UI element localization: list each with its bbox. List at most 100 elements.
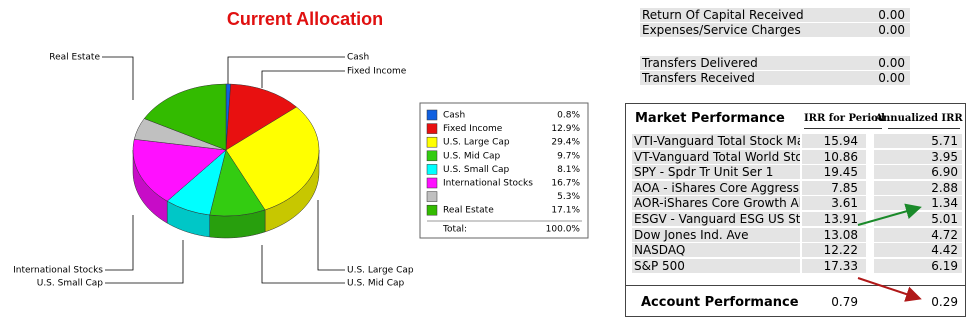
legend-total: 100.0% (546, 225, 581, 235)
row-bg (874, 258, 962, 273)
pie-slice (225, 83, 297, 151)
row-name: VT-Vanguard Total World Stoc (634, 149, 800, 164)
row-annual: 5.71 (931, 134, 958, 148)
row-annual: 3.95 (931, 149, 958, 164)
summary-bg (640, 56, 910, 70)
legend-swatch (426, 164, 438, 175)
legend-label: Cash (443, 111, 465, 121)
row-name: S&P 500 (634, 258, 685, 273)
legend-value: 29.4% (551, 138, 580, 148)
row-name: AOA - iShares Core Aggressive (634, 180, 800, 195)
legend-swatch (426, 109, 438, 121)
legend-swatch (426, 177, 438, 189)
summary-label: Transfers Delivered (642, 56, 758, 70)
pie-label: International Stocks (13, 266, 103, 276)
callout-line (105, 215, 134, 271)
callout-line (261, 245, 345, 284)
legend-value: 5.3% (557, 192, 580, 202)
row-bg (874, 149, 962, 164)
row-bg (802, 180, 866, 195)
row-bg (874, 180, 962, 195)
row-irr: 15.94 (823, 134, 858, 148)
row-name: NASDAQ (634, 243, 686, 258)
row-bg (632, 243, 800, 258)
legend-label: U.S. Small Cap (443, 165, 510, 175)
row-irr: 10.86 (823, 149, 858, 164)
market-table: Market Performance IRR for Period Annualiz… (625, 103, 966, 317)
legend-label: Fixed Income (443, 124, 503, 134)
legend-value: 17.1% (551, 206, 580, 216)
row-bg (802, 149, 866, 164)
row-annual: 6.90 (931, 165, 958, 180)
row-bg (632, 149, 800, 164)
row-bg (632, 134, 800, 148)
row-bg (874, 134, 962, 148)
market-rule (804, 128, 882, 129)
market-rule (888, 128, 960, 129)
legend-total-label: Total: (442, 225, 467, 235)
row-bg (632, 180, 800, 195)
legend-label: U.S. Large Cap (443, 138, 510, 148)
row-bg (802, 134, 866, 148)
row-annual: 2.88 (931, 180, 958, 195)
row-bg (632, 212, 800, 226)
market-title: Market Performance (635, 111, 785, 126)
pie-label: Fixed Income (347, 67, 407, 77)
row-bg (874, 165, 962, 180)
summary-bg (640, 23, 910, 37)
pie-label: U.S. Small Cap (37, 279, 104, 289)
callout-line (102, 56, 134, 100)
pie-label: Cash (347, 53, 369, 63)
pie-label: U.S. Mid Cap (347, 279, 405, 289)
row-annual: 4.42 (931, 243, 958, 258)
row-irr: 13.08 (823, 227, 858, 242)
pie-slice (132, 138, 227, 202)
row-name: ESGV - Vanguard ESG US Stoc (634, 212, 800, 226)
row-irr: 12.22 (823, 243, 858, 258)
summary-value: 0.00 (878, 23, 905, 37)
row-annual: 1.34 (931, 196, 958, 211)
row-bg (802, 212, 866, 226)
chart: Current Allocation Cash Fixed Income U.S. … (13, 9, 589, 289)
callout-line (317, 200, 345, 271)
row-bg (632, 196, 800, 211)
legend-value: 16.7% (551, 179, 580, 189)
legend-box (419, 102, 589, 239)
legend-label: U.S. Mid Cap (443, 151, 501, 161)
legend-label: Real Estate (443, 206, 494, 216)
row-irr: 7.85 (831, 180, 858, 195)
row-irr: 13.91 (823, 212, 858, 226)
pie-label: U.S. Large Cap (347, 266, 414, 276)
summary-value: 0.00 (878, 8, 905, 22)
account-rule (626, 285, 965, 286)
legend-swatch (426, 123, 438, 134)
pie-label: Real Estate (49, 53, 100, 63)
row-annual: 5.01 (931, 212, 958, 226)
legend-swatch (426, 191, 438, 202)
row-bg (802, 258, 866, 273)
legend-value: 0.8% (557, 111, 580, 121)
legend-value: 9.7% (557, 151, 580, 161)
summary-bg (640, 71, 910, 85)
market-col: IRR for Period (804, 113, 884, 124)
row-bg (802, 243, 866, 258)
pie-slice (143, 83, 227, 151)
legend-swatch (426, 204, 438, 216)
row-bg (874, 227, 962, 242)
summary-label: Return Of Capital Received (642, 8, 804, 22)
row-bg (802, 196, 866, 211)
row-bg (632, 165, 800, 180)
summary-value: 0.00 (878, 56, 905, 70)
row-name: Dow Jones Ind. Ave (634, 227, 749, 242)
legend-value: 8.1% (557, 165, 580, 175)
row-annual: 4.72 (931, 227, 958, 242)
row-irr: 3.61 (831, 196, 858, 211)
account-label: Account Performance (641, 295, 799, 310)
row-irr: 19.45 (823, 165, 858, 180)
row-name: SPY - Spdr Tr Unit Ser 1 (634, 165, 774, 180)
summary-label: Transfers Received (642, 71, 755, 85)
row-bg (632, 227, 800, 242)
pie-slice (225, 106, 320, 211)
row-bg (874, 196, 962, 211)
